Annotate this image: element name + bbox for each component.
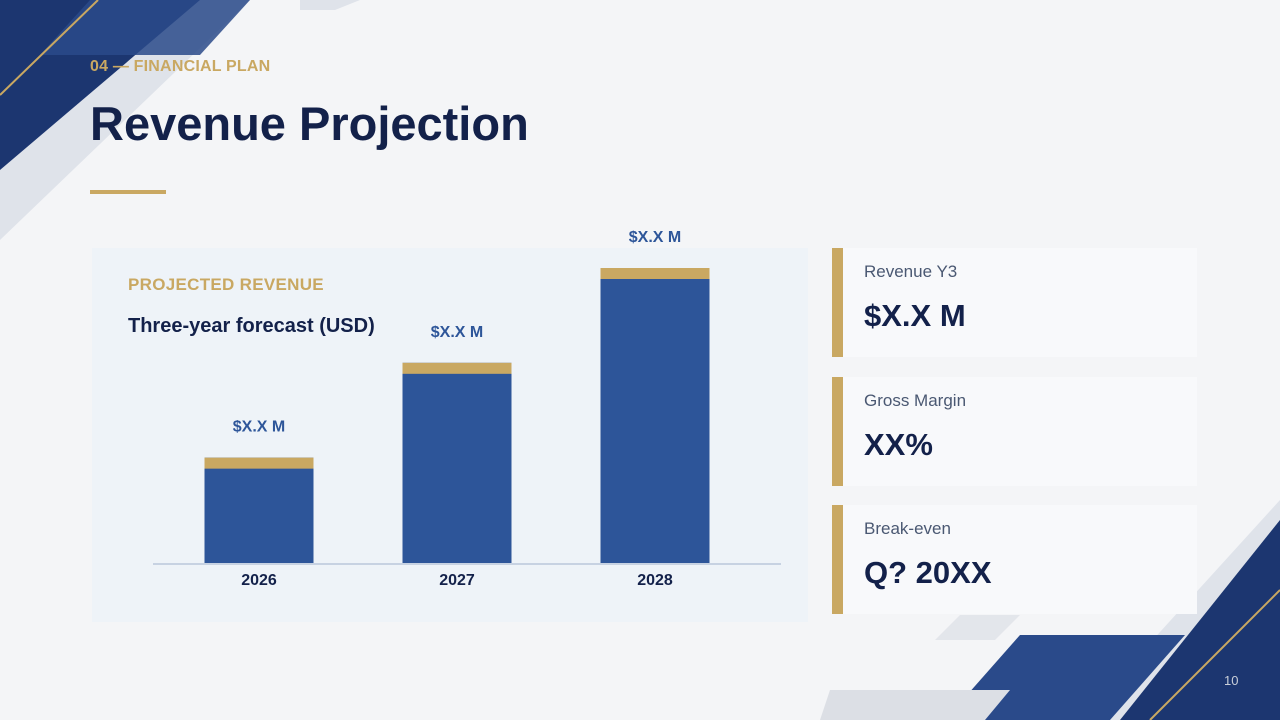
kpi-card-revenue: Revenue Y3 $X.X M bbox=[832, 248, 1197, 357]
kpi-accent-bar bbox=[832, 377, 843, 486]
data-label-2027: $X.X M bbox=[431, 324, 483, 341]
kpi-label: Break-even bbox=[864, 519, 951, 538]
kpi-card-break-even: Break-even Q? 20XX bbox=[832, 505, 1197, 614]
chart-subtitle: Three-year forecast (USD) bbox=[128, 315, 375, 337]
kpi-value: XX% bbox=[864, 427, 933, 462]
page-title: Revenue Projection bbox=[90, 97, 529, 150]
bar-2026 bbox=[204, 457, 314, 563]
tick-label-2028: 2028 bbox=[637, 572, 673, 589]
page-number: 10 bbox=[1224, 673, 1239, 688]
bar-cap-2027 bbox=[402, 362, 512, 374]
kpi-accent-bar bbox=[832, 505, 843, 614]
data-label-2026: $X.X M bbox=[233, 419, 285, 436]
chart-eyebrow: PROJECTED REVENUE bbox=[128, 275, 324, 294]
data-label-2028: $X.X M bbox=[629, 229, 681, 246]
kpi-value: $X.X M bbox=[864, 298, 966, 333]
kpi-label: Revenue Y3 bbox=[864, 262, 958, 281]
kpi-card-gross-margin: Gross Margin XX% bbox=[832, 377, 1197, 486]
bar-2028 bbox=[600, 268, 710, 563]
title-underline bbox=[90, 190, 166, 194]
tick-label-2026: 2026 bbox=[241, 572, 277, 589]
bar-2027 bbox=[402, 362, 512, 563]
kpi-label: Gross Margin bbox=[864, 391, 967, 410]
tick-label-2027: 2027 bbox=[439, 572, 475, 589]
bar-cap-2028 bbox=[600, 268, 710, 279]
kpi-value: Q? 20XX bbox=[864, 555, 992, 590]
kpi-accent-bar bbox=[832, 248, 843, 357]
section-label: 04 — FINANCIAL PLAN bbox=[90, 58, 271, 75]
bar-cap-2026 bbox=[204, 457, 314, 469]
